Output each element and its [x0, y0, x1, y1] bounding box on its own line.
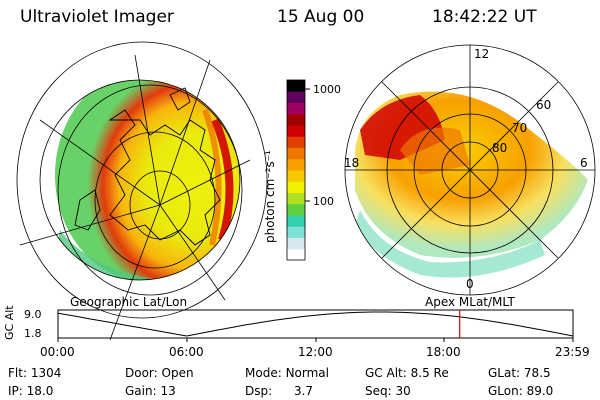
colorbar-stripe — [287, 237, 305, 250]
altitude-xtick-2: 12:00 — [298, 345, 333, 359]
mlt-label-right: 6 — [580, 156, 588, 170]
colorbar-stripe — [287, 158, 305, 171]
status-glon: GLon: 89.0 — [488, 384, 554, 398]
altitude-ylabel: GC Alt — [3, 305, 16, 340]
date-label: 15 Aug 00 — [277, 7, 365, 27]
time-label: 18:42:22 UT — [432, 7, 537, 27]
colorbar-stripe — [287, 181, 305, 193]
status-mode: Mode: Normal — [245, 366, 329, 380]
colorbar-stripe — [287, 215, 305, 227]
altitude-ytick-high: 9.0 — [24, 308, 42, 321]
colorbar-tick-1000: 1000 — [313, 83, 341, 96]
apex-caption: Apex MLat/MLT — [425, 295, 515, 309]
colorbar-unit-label: photon cm⁻²s⁻¹ — [263, 150, 277, 243]
colorbar-stripe — [287, 147, 305, 160]
geographic-caption: Geographic Lat/Lon — [70, 295, 188, 309]
status-glat: GLat: 78.5 — [488, 366, 551, 380]
colorbar-stripe — [287, 80, 305, 92]
status-flight: Flt: 1304 — [8, 366, 62, 380]
altitude-xtick-0: 00:00 — [40, 345, 75, 359]
mlt-label-left: 18 — [344, 156, 360, 170]
mlt-label-top: 12 — [474, 47, 490, 61]
colorbar-tick-100: 100 — [313, 195, 334, 208]
status-dsp: Dsp: 3.7 — [245, 384, 314, 398]
status-gain: Gain: 13 — [125, 384, 176, 398]
mlat-label-80: 80 — [492, 141, 508, 155]
altitude-xtick-4: 23:59 — [555, 345, 590, 359]
colorbar-stripe — [287, 248, 305, 261]
altitude-plot — [57, 309, 574, 342]
mlat-label-70: 70 — [512, 121, 528, 135]
colorbar-stripe — [287, 170, 305, 182]
altitude-ytick-low: 1.8 — [24, 327, 42, 340]
colorbar-stripe — [287, 102, 305, 115]
altitude-xtick-1: 06:00 — [169, 345, 204, 359]
colorbar-stripe — [287, 113, 305, 126]
instrument-title: Ultraviolet Imager — [20, 7, 174, 27]
mlat-label-60: 60 — [536, 98, 552, 112]
status-seq: Seq: 30 — [365, 384, 411, 398]
colorbar-stripe — [287, 226, 305, 238]
colorbar-stripe — [287, 136, 305, 148]
colorbar — [286, 79, 310, 261]
status-ip: IP: 18.0 — [8, 384, 54, 398]
colorbar-stripe — [287, 91, 305, 103]
altitude-xtick-3: 18:00 — [426, 345, 461, 359]
mlt-label-bottom: 0 — [466, 277, 474, 291]
colorbar-stripe — [287, 125, 305, 137]
colorbar-stripe — [287, 192, 305, 205]
status-door: Door: Open — [125, 366, 194, 380]
colorbar-stripe — [287, 203, 305, 216]
polar-image-panel — [344, 44, 596, 296]
status-gc-alt: GC Alt: 8.5 Re — [365, 366, 449, 380]
